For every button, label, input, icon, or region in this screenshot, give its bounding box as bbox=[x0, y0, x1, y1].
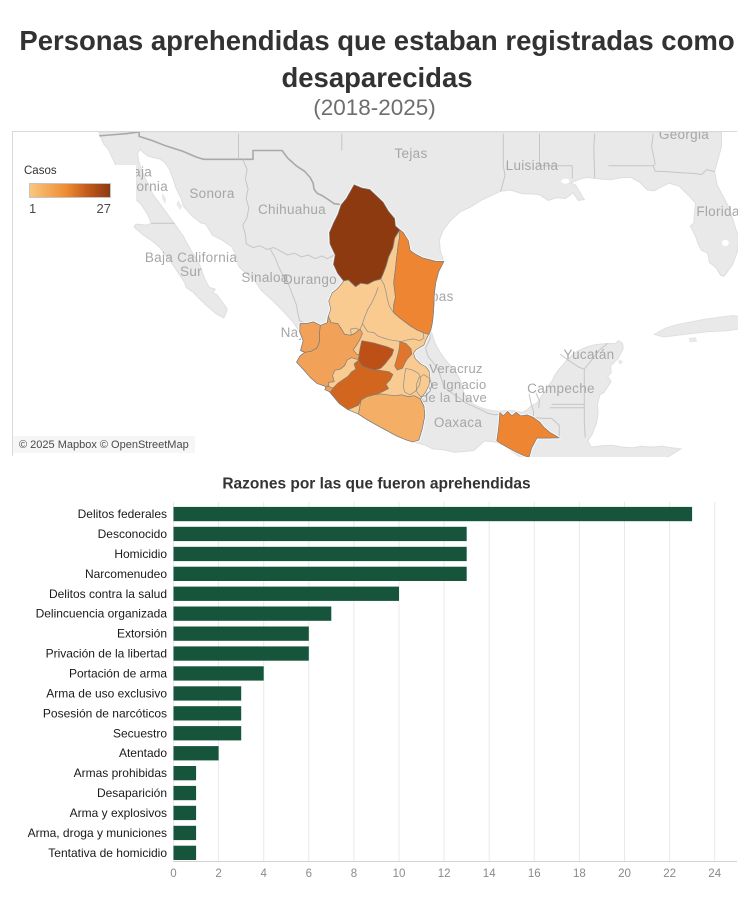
svg-text:10: 10 bbox=[393, 868, 406, 880]
svg-text:2: 2 bbox=[215, 868, 221, 880]
svg-text:20: 20 bbox=[618, 868, 631, 880]
svg-text:Sonora: Sonora bbox=[189, 186, 235, 201]
svg-text:Chihuahua: Chihuahua bbox=[258, 202, 326, 217]
svg-text:14: 14 bbox=[483, 868, 496, 880]
svg-text:Florida: Florida bbox=[696, 204, 738, 219]
svg-text:Arma de uso exclusivo: Arma de uso exclusivo bbox=[46, 686, 167, 700]
svg-text:Georgia: Georgia bbox=[659, 132, 709, 142]
svg-text:Secuestro: Secuestro bbox=[113, 726, 167, 740]
svg-text:Baja California: Baja California bbox=[145, 250, 237, 265]
svg-text:Yucatán: Yucatán bbox=[564, 347, 615, 362]
svg-text:Sinaloa: Sinaloa bbox=[241, 270, 288, 285]
svg-text:Delincuencia organizada: Delincuencia organizada bbox=[36, 607, 168, 621]
svg-text:16: 16 bbox=[528, 868, 541, 880]
svg-text:Delitos federales: Delitos federales bbox=[78, 507, 167, 521]
svg-text:Campeche: Campeche bbox=[527, 381, 595, 396]
svg-text:de Ignacio: de Ignacio bbox=[424, 377, 487, 392]
svg-text:Homicidio: Homicidio bbox=[114, 547, 167, 561]
svg-text:de la Llave: de la Llave bbox=[421, 390, 487, 405]
svg-text:18: 18 bbox=[573, 868, 586, 880]
svg-text:Posesión de narcóticos: Posesión de narcóticos bbox=[43, 706, 167, 720]
svg-text:Arma, droga y municiones: Arma, droga y municiones bbox=[28, 826, 167, 840]
svg-text:Extorsión: Extorsión bbox=[117, 627, 167, 641]
svg-text:Veracruz: Veracruz bbox=[429, 361, 483, 376]
svg-text:Desconocido: Desconocido bbox=[98, 527, 168, 541]
svg-text:24: 24 bbox=[708, 868, 721, 880]
svg-text:Luisiana: Luisiana bbox=[506, 158, 559, 173]
svg-text:Tentativa de homicidio: Tentativa de homicidio bbox=[48, 846, 167, 860]
svg-text:Desaparición: Desaparición bbox=[97, 786, 167, 800]
svg-text:Armas prohibidas: Armas prohibidas bbox=[74, 766, 167, 780]
svg-text:Delitos contra la salud: Delitos contra la salud bbox=[49, 587, 167, 601]
svg-text:6: 6 bbox=[306, 868, 312, 880]
svg-text:22: 22 bbox=[663, 868, 676, 880]
svg-text:4: 4 bbox=[260, 868, 267, 880]
svg-text:Sur: Sur bbox=[180, 264, 202, 279]
svg-text:Oaxaca: Oaxaca bbox=[434, 415, 483, 430]
svg-text:Atentado: Atentado bbox=[119, 746, 167, 760]
svg-text:8: 8 bbox=[351, 868, 357, 880]
svg-text:Portación de arma: Portación de arma bbox=[69, 667, 167, 681]
svg-text:Durango: Durango bbox=[283, 272, 337, 287]
svg-text:12: 12 bbox=[438, 868, 451, 880]
svg-text:Narcomenudeo: Narcomenudeo bbox=[85, 567, 167, 581]
svg-text:Razones por las que fueron apr: Razones por las que fueron aprehendidas bbox=[222, 476, 530, 493]
svg-text:0: 0 bbox=[170, 868, 176, 880]
svg-text:Tejas: Tejas bbox=[394, 146, 427, 161]
svg-text:Arma y explosivos: Arma y explosivos bbox=[70, 806, 167, 820]
svg-text:Privación de la libertad: Privación de la libertad bbox=[46, 647, 167, 661]
